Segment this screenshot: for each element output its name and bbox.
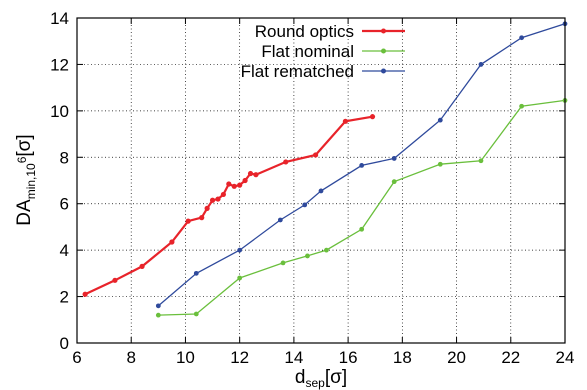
data-point-round-optics	[231, 183, 237, 189]
data-point-round-optics	[342, 118, 348, 124]
data-point-flat-nominal	[437, 161, 443, 167]
legend-marker-round-optics	[381, 28, 386, 34]
data-point-flat-rematched	[237, 247, 243, 253]
y-tick-label: 8	[60, 148, 69, 167]
x-tick-label: 10	[176, 348, 195, 367]
y-tick-label: 12	[50, 55, 69, 74]
data-point-round-optics	[242, 177, 248, 184]
data-point-round-optics	[209, 197, 216, 203]
data-point-flat-nominal	[193, 311, 199, 317]
data-point-flat-rematched	[437, 117, 443, 123]
x-tick-label: 22	[501, 348, 520, 367]
legend-marker-flat-nominal	[381, 48, 386, 54]
y-tick-label: 0	[60, 334, 69, 353]
x-tick-label: 24	[556, 348, 575, 367]
data-point-round-optics	[226, 181, 232, 187]
y-axis-label: DAmin,106[σ]	[14, 134, 38, 225]
data-point-round-optics	[220, 191, 226, 198]
y-tick-label: 2	[60, 288, 69, 307]
x-tick-label: 12	[230, 348, 249, 367]
legend-label-round-optics: Round optics	[255, 22, 354, 41]
series-layer	[82, 21, 568, 318]
x-tick-label: 18	[393, 348, 412, 367]
data-point-flat-rematched	[318, 188, 324, 194]
data-point-round-optics	[82, 291, 88, 297]
x-axis-label-suffix: [σ]	[325, 367, 347, 388]
data-point-flat-rematched	[478, 62, 484, 67]
legend-marker-flat-rematched	[381, 68, 386, 74]
data-point-round-optics	[237, 182, 243, 188]
legend-label-flat-nominal: Flat nominal	[261, 42, 354, 61]
data-point-flat-nominal	[237, 275, 243, 281]
data-point-flat-rematched	[519, 35, 525, 41]
data-point-flat-nominal	[359, 226, 365, 232]
data-point-flat-nominal	[519, 103, 525, 109]
data-point-round-optics	[369, 114, 376, 120]
data-point-flat-nominal	[478, 158, 484, 164]
data-point-flat-nominal	[155, 312, 161, 318]
data-point-round-optics	[283, 159, 289, 165]
data-point-flat-nominal	[391, 179, 397, 185]
data-point-flat-nominal	[305, 253, 310, 259]
data-point-round-optics	[215, 196, 221, 202]
plot-frame	[76, 17, 566, 344]
x-axis-label-main: d	[295, 367, 306, 388]
y-axis-label-main: DA	[14, 199, 35, 226]
data-point-round-optics	[253, 172, 259, 178]
data-point-flat-rematched	[193, 270, 199, 276]
series-line-round-optics	[84, 115, 373, 296]
data-point-round-optics	[185, 218, 191, 224]
x-tick-label: 16	[339, 348, 358, 367]
data-point-round-optics	[204, 205, 210, 211]
data-point-round-optics	[169, 239, 175, 245]
y-tick-label: 4	[60, 241, 69, 260]
series-line-flat-rematched	[157, 23, 566, 307]
y-tick-label: 6	[60, 195, 69, 214]
data-point-flat-rematched	[391, 156, 397, 161]
data-point-round-optics	[199, 215, 205, 221]
legend-label-flat-rematched: Flat rematched	[241, 62, 354, 81]
x-tick-label: 20	[447, 348, 466, 367]
data-point-round-optics	[312, 152, 319, 158]
y-axis-label-sup: 6	[15, 156, 29, 163]
series-line-flat-nominal	[158, 99, 566, 316]
x-tick-label: 8	[126, 348, 135, 367]
data-point-round-optics	[112, 277, 118, 283]
x-tick-label: 6	[72, 348, 81, 367]
y-axis-label-sub: min,10	[24, 163, 38, 199]
data-point-flat-rematched	[359, 163, 365, 168]
data-point-flat-rematched	[302, 202, 308, 208]
y-tick-label: 14	[50, 9, 69, 28]
x-axis-label-sub: sep	[305, 376, 325, 390]
data-point-flat-rematched	[155, 303, 161, 309]
x-axis-label: dsep[σ]	[295, 367, 347, 390]
data-point-round-optics	[247, 170, 254, 177]
x-tick-label: 14	[284, 348, 303, 367]
data-point-flat-nominal	[280, 260, 286, 266]
data-point-flat-nominal	[324, 247, 329, 253]
y-tick-label: 10	[50, 102, 69, 121]
y-axis-label-suffix: [σ]	[14, 134, 35, 156]
data-point-flat-rematched	[277, 217, 283, 223]
data-point-round-optics	[139, 263, 145, 269]
